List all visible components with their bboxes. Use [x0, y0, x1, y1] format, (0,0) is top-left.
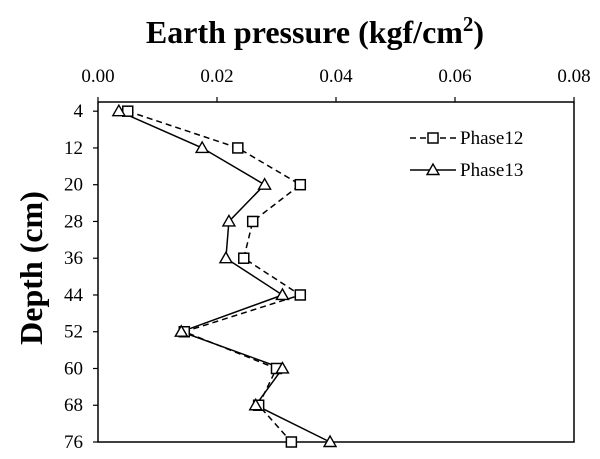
- y-tick-label: 36: [64, 248, 83, 269]
- series-line-phase13: [118, 110, 331, 443]
- chart-title: Earth pressure (kgf/cm2): [146, 12, 484, 50]
- y-tick-label: 20: [64, 175, 83, 196]
- legend-marker-phase13: [425, 162, 441, 176]
- y-tick-label: 44: [64, 285, 84, 306]
- chart-title-main: Earth pressure (kgf/cm: [146, 14, 463, 50]
- data-point-phase13: [221, 214, 237, 227]
- y-axis-label: Depth (cm): [13, 191, 49, 345]
- legend-label-phase13: Phase13: [460, 160, 523, 181]
- data-point-phase13: [322, 434, 338, 448]
- legend-marker-phase12: [427, 132, 439, 144]
- series-line-phase12: [127, 110, 303, 443]
- legend: Phase12 Phase13: [410, 128, 523, 181]
- x-axis-ticks: 0.00 0.02 0.04 0.06 0.08: [81, 66, 591, 102]
- x-tick-label: 0.00: [81, 66, 114, 87]
- data-point-phase13: [275, 361, 290, 374]
- y-tick-label: 60: [64, 358, 83, 379]
- y-tick-label: 76: [64, 432, 83, 453]
- x-tick-label: 0.02: [200, 66, 233, 87]
- data-point-phase13: [111, 103, 127, 117]
- data-point-phase12: [294, 289, 307, 301]
- x-tick-label: 0.06: [438, 66, 471, 87]
- y-tick-label: 4: [74, 101, 84, 122]
- data-point-phase13: [194, 140, 210, 154]
- data-point-phase12: [238, 252, 250, 264]
- y-axis-ticks: 4 12 20 28 36 44 52 60 68 76: [64, 101, 98, 453]
- data-point-phase12: [294, 178, 307, 191]
- series-layer: [111, 103, 338, 448]
- data-point-phase13: [275, 287, 290, 301]
- y-tick-label: 68: [64, 395, 83, 416]
- y-tick-label: 28: [64, 211, 83, 232]
- chart-title-end: ): [473, 14, 484, 50]
- data-point-phase13: [174, 324, 189, 337]
- data-point-phase12: [246, 215, 259, 228]
- chart-title-superscript: 2: [463, 12, 474, 36]
- data-point-phase13: [218, 250, 234, 264]
- plot-area-frame: [97, 101, 575, 443]
- data-point-phase12: [285, 436, 298, 448]
- x-tick-label: 0.04: [319, 66, 353, 87]
- legend-label-phase12: Phase12: [460, 128, 523, 149]
- data-point-phase13: [248, 397, 263, 411]
- data-point-phase12: [232, 142, 244, 154]
- y-tick-label: 12: [64, 138, 83, 159]
- x-tick-label: 0.08: [557, 66, 590, 87]
- y-tick-label: 52: [64, 322, 83, 343]
- data-point-phase13: [257, 177, 272, 190]
